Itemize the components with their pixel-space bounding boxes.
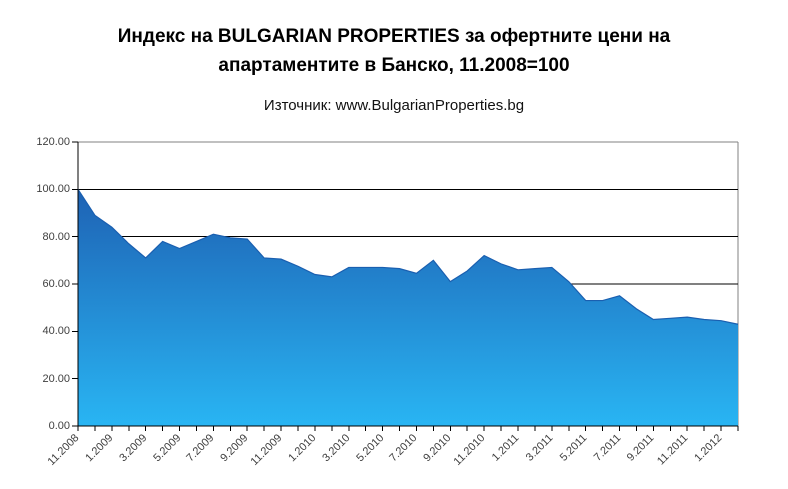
series-line (77, 189, 739, 325)
y-axis-label: 60.00 (42, 278, 70, 290)
chart-title-line1: Индекс на BULGARIAN PROPERTIES за офертн… (117, 26, 671, 47)
chart-title-line2: апартаментите в Банско, 11.2008=100 (218, 55, 570, 76)
area-series (78, 189, 738, 426)
y-axis-label: 100.00 (36, 183, 70, 196)
chart-source-note: Източник: www.BulgarianProperties.bg (263, 97, 525, 114)
y-axis-label: 80.00 (42, 230, 70, 243)
y-axis-label: 0.00 (48, 420, 70, 432)
y-axis-label: 40.00 (42, 325, 70, 338)
chart-title: Индекс на BULGARIAN PROPERTIES за офертн… (64, 22, 724, 80)
y-axis-label: 20.00 (42, 372, 70, 385)
y-axis-label: 120.00 (36, 136, 70, 148)
